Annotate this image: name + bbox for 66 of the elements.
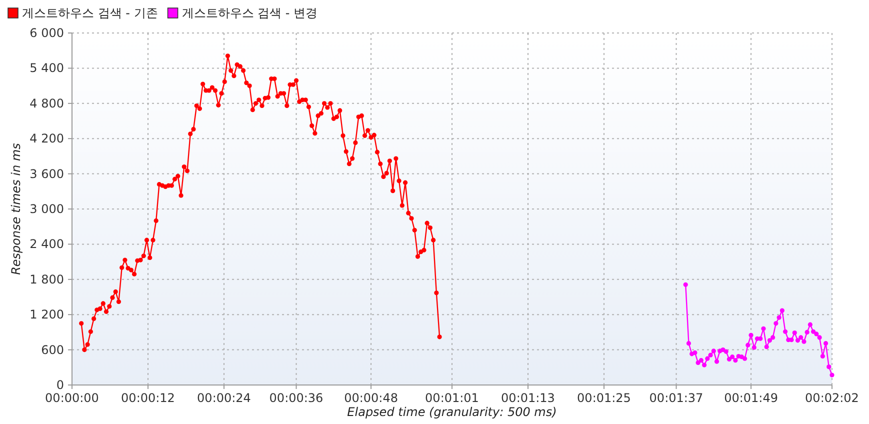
point [733, 358, 738, 363]
x-tick-label: 00:01:49 [724, 391, 778, 405]
point [795, 338, 800, 343]
point [761, 326, 766, 331]
point [708, 352, 713, 358]
y-tick-label: 4 200 [30, 132, 64, 146]
point [830, 372, 834, 378]
point [798, 335, 804, 340]
x-tick-label: 00:00:24 [197, 391, 251, 405]
point [802, 339, 806, 344]
point [742, 356, 748, 361]
x-tick-label: 00:00:48 [344, 391, 398, 405]
legend-label: 게스트하우스 검색 - 변경 [182, 6, 318, 20]
y-tick-label: 1 200 [30, 308, 64, 322]
point [724, 349, 728, 354]
point [811, 329, 816, 334]
point [730, 354, 735, 360]
y-axis-title: Response times in ms [9, 143, 23, 275]
point [748, 332, 754, 338]
x-axis-title: Elapsed time (granularity: 500 ms) [347, 405, 557, 419]
point [758, 336, 763, 341]
y-tick-label: 0 [56, 378, 64, 392]
y-tick-label: 5 400 [30, 61, 64, 76]
point [702, 362, 707, 368]
legend-label: 게스트하우스 검색 - 기존 [22, 6, 158, 20]
y-tick-label: 6 000 [30, 26, 64, 40]
x-tick-label: 00:02:02 [805, 391, 859, 405]
point [764, 344, 769, 350]
point [714, 359, 720, 364]
point [814, 332, 819, 336]
point [692, 350, 698, 356]
point [804, 330, 810, 334]
point [774, 321, 778, 326]
point [792, 330, 797, 336]
point [683, 282, 688, 287]
point [780, 308, 784, 313]
point [767, 338, 772, 343]
x-tick-label: 00:01:01 [425, 391, 479, 405]
y-tick-label: 3 600 [30, 166, 64, 181]
point [820, 354, 825, 359]
x-tick-label: 00:01:13 [501, 391, 555, 405]
point [808, 322, 812, 327]
point [770, 335, 776, 340]
point [782, 329, 788, 334]
y-tick-label: 1 800 [30, 272, 64, 286]
x-tick-label: 00:01:37 [649, 391, 704, 405]
y-tick-label: 3 000 [30, 202, 64, 216]
y-tick-label: 600 [41, 342, 64, 357]
x-tick-label: 00:00:12 [121, 391, 175, 405]
x-tick-label: 00:00:36 [269, 391, 324, 405]
point [776, 315, 782, 320]
point [686, 341, 692, 346]
point [746, 342, 750, 348]
point [698, 358, 704, 363]
x-tick-label: 00:00:00 [45, 391, 99, 405]
point [789, 338, 794, 342]
y-tick-label: 2 400 [30, 237, 64, 252]
point [752, 345, 756, 350]
y-tick-label: 4 800 [30, 96, 64, 110]
point [726, 356, 732, 362]
point [817, 335, 822, 340]
point [705, 356, 710, 361]
point [823, 341, 828, 346]
x-tick-label: 00:01:25 [577, 391, 631, 405]
point [711, 348, 716, 354]
point [826, 364, 832, 370]
